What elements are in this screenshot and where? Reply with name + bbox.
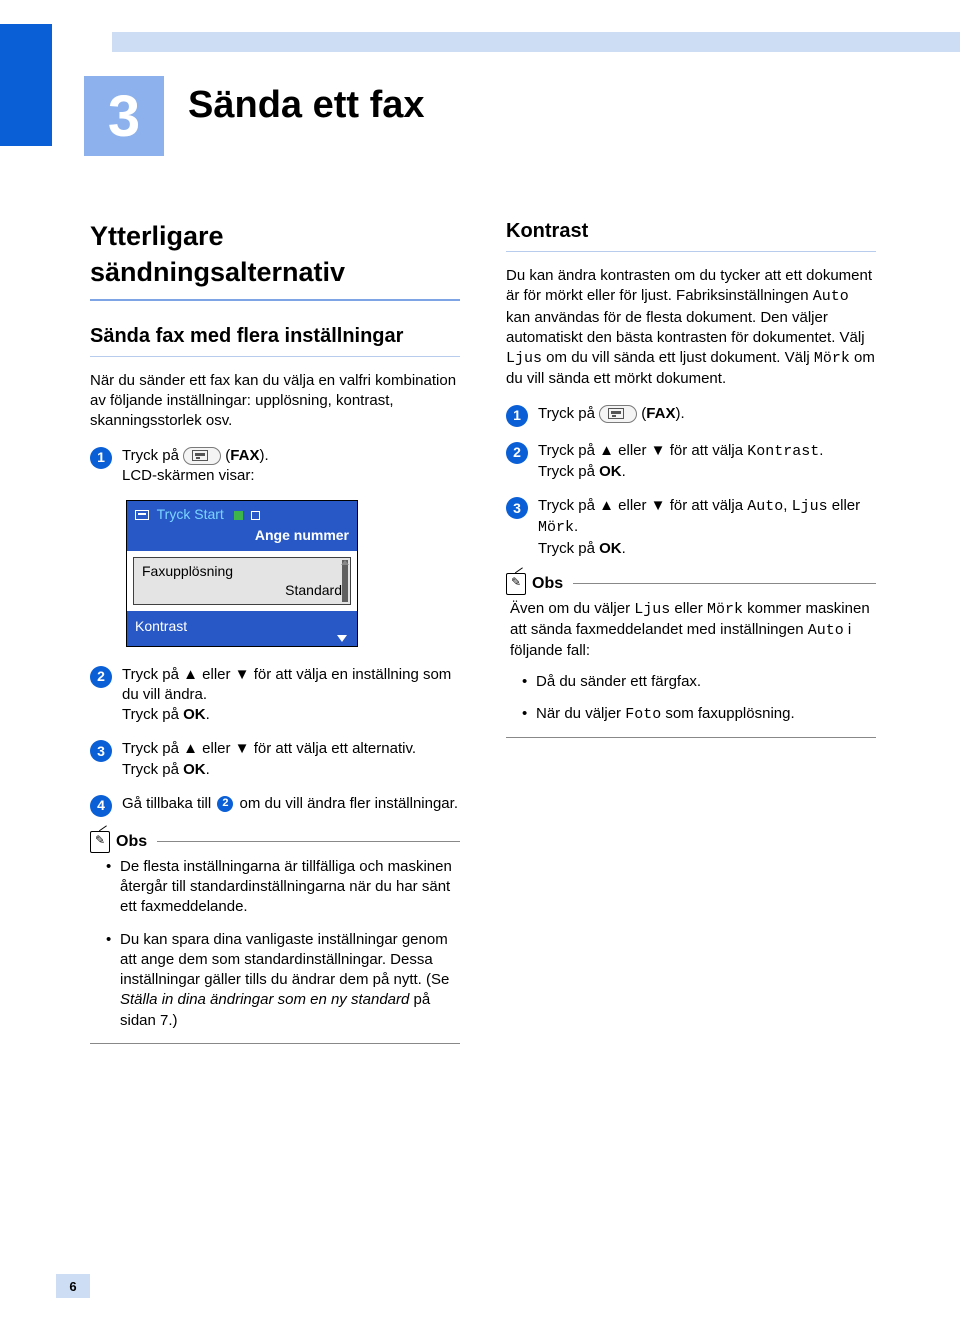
step-3: 3 Tryck på ▲ eller ▼ för att välja Auto,… [506, 496, 876, 559]
lcd-box-line1: Faxupplösning [142, 562, 342, 581]
note-header: Obs [506, 573, 876, 595]
step-1: 1 Tryck på (FAX). [506, 404, 876, 427]
note-rule [573, 583, 876, 584]
scrollbar-icon [342, 560, 348, 602]
step-body: Gå tillbaka till 2 om du vill ändra fler… [122, 794, 460, 814]
note-block: Obs De flesta inställningarna är tillfäl… [90, 831, 460, 1044]
page-number: 6 [56, 1274, 90, 1298]
step-body: Tryck på (FAX). [538, 404, 876, 424]
list-item: Du kan spara dina vanligaste inställning… [106, 930, 460, 1031]
right-column: Kontrast Du kan ändra kontrasten om du t… [506, 218, 876, 752]
white-indicator [251, 511, 260, 520]
h2-rule [90, 299, 460, 301]
step-badge-1: 1 [506, 405, 528, 427]
note-rule [157, 841, 460, 842]
list-item: Då du sänder ett färgfax. [522, 672, 876, 692]
subsection-heading: Sända fax med flera inställningar [90, 323, 460, 350]
step-badge-3: 3 [506, 497, 528, 519]
note-title: Obs [116, 831, 147, 853]
lcd-screen: Tryck Start Ange nummer Faxupplösning St… [126, 500, 358, 646]
note-body: Även om du väljer Ljus eller Mörk kommer… [506, 599, 876, 725]
note-end-rule [506, 737, 876, 738]
note-title: Obs [532, 573, 563, 595]
note-header: Obs [90, 831, 460, 853]
step-badge-2: 2 [506, 442, 528, 464]
intro-paragraph: När du sänder ett fax kan du välja en va… [90, 371, 460, 432]
lcd-line2: Ange nummer [135, 526, 349, 545]
step-body: Tryck på ▲ eller ▼ för att välja en inst… [122, 665, 460, 726]
step-ref-2: 2 [217, 796, 233, 812]
fax-icon [608, 408, 624, 419]
list-item: När du väljer Foto som faxupplösning. [522, 704, 876, 725]
section-heading: Ytterligare sändningsalternativ [90, 218, 460, 291]
step-body: Tryck på ▲ eller ▼ för att välja Auto, L… [538, 496, 876, 559]
green-indicator [234, 511, 243, 520]
intro-paragraph: Du kan ändra kontrasten om du tycker att… [506, 266, 876, 390]
list-item: De flesta inställningarna är tillfälliga… [106, 857, 460, 918]
left-column: Ytterligare sändningsalternativ Sända fa… [90, 218, 460, 1058]
step-badge-2: 2 [90, 666, 112, 688]
top-stripe [112, 32, 960, 52]
note-list: Då du sänder ett färgfax. När du väljer … [510, 672, 876, 726]
note-icon [506, 573, 526, 595]
step-badge-3: 3 [90, 740, 112, 762]
step-4: 4 Gå tillbaka till 2 om du vill ändra fl… [90, 794, 460, 817]
chevron-down-icon [337, 635, 347, 642]
step-body: Tryck på ▲ eller ▼ för att välja Kontras… [538, 441, 876, 483]
side-tab [0, 24, 52, 146]
chapter-number-box: 3 [84, 76, 164, 156]
fax-key [599, 405, 637, 423]
chapter-title: Sända ett fax [188, 84, 425, 127]
subsection-heading: Kontrast [506, 218, 876, 245]
note-paragraph: Även om du väljer Ljus eller Mörk kommer… [510, 599, 876, 662]
step-1: 1 Tryck på (FAX). LCD-skärmen visar: [90, 446, 460, 487]
lcd-line1: Tryck Start [135, 505, 349, 524]
step-body: Tryck på ▲ eller ▼ för att välja ett alt… [122, 739, 460, 780]
lcd-highlight-box: Faxupplösning Standard [133, 557, 351, 605]
step-2: 2 Tryck på ▲ eller ▼ för att välja Kontr… [506, 441, 876, 483]
lcd-footer: Kontrast [127, 611, 357, 646]
h3-rule [90, 356, 460, 357]
fax-key [183, 447, 221, 465]
lcd-header: Tryck Start Ange nummer [127, 501, 357, 551]
step-badge-1: 1 [90, 447, 112, 469]
note-body: De flesta inställningarna är tillfälliga… [90, 857, 460, 1031]
step-badge-4: 4 [90, 795, 112, 817]
fax-icon [135, 510, 149, 520]
step-3: 3 Tryck på ▲ eller ▼ för att välja ett a… [90, 739, 460, 780]
fax-icon [192, 450, 208, 461]
h3-rule [506, 251, 876, 252]
step-body: Tryck på (FAX). LCD-skärmen visar: [122, 446, 460, 487]
note-list: De flesta inställningarna är tillfälliga… [94, 857, 460, 1031]
note-block: Obs Även om du väljer Ljus eller Mörk ko… [506, 573, 876, 738]
step-2: 2 Tryck på ▲ eller ▼ för att välja en in… [90, 665, 460, 726]
chapter-number: 3 [108, 83, 140, 150]
lcd-box-line2: Standard [142, 581, 342, 600]
note-icon [90, 831, 110, 853]
note-end-rule [90, 1043, 460, 1044]
